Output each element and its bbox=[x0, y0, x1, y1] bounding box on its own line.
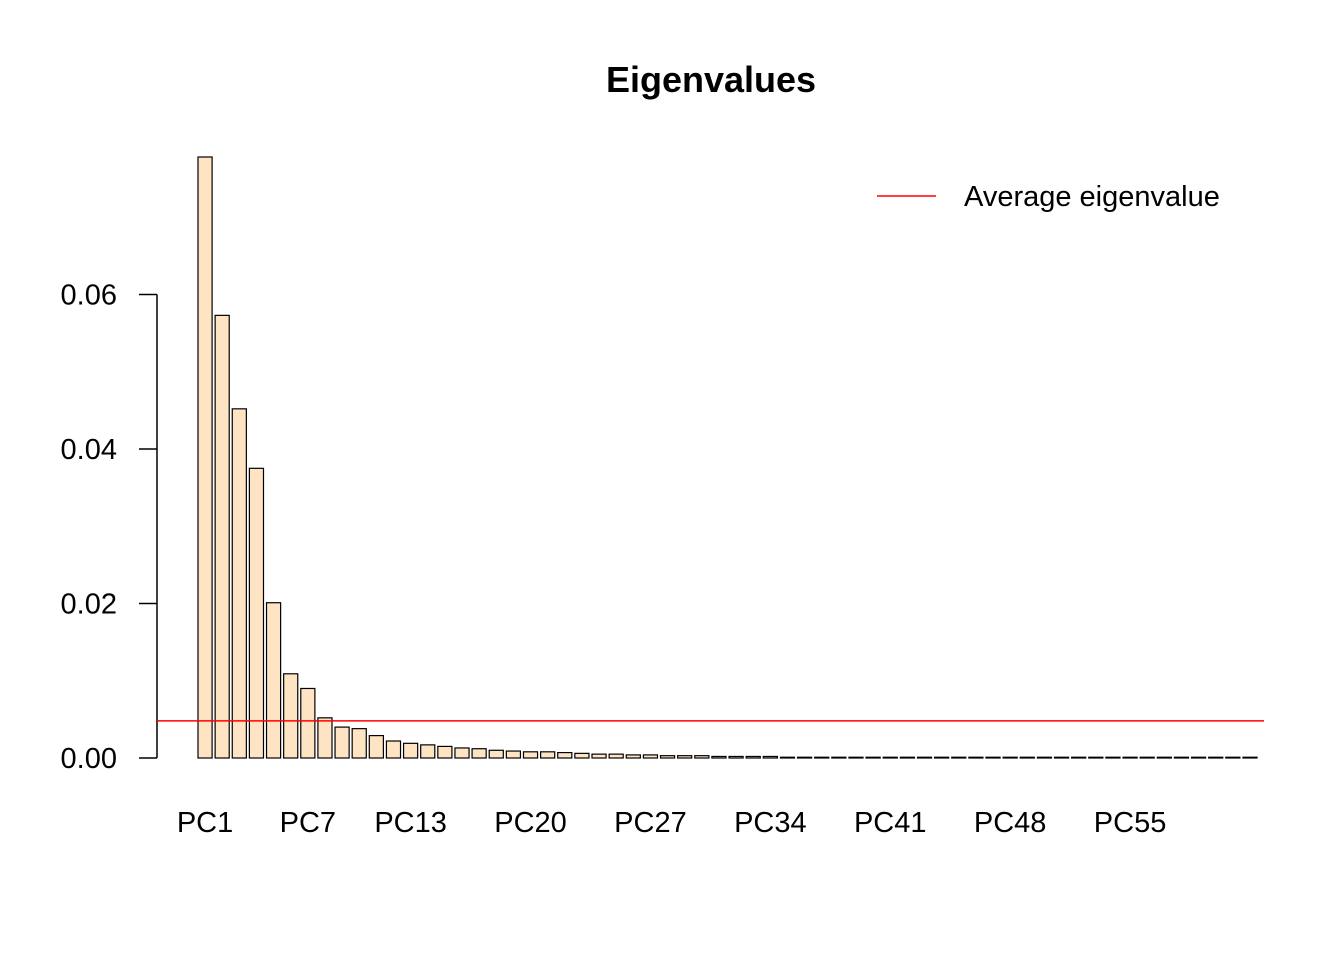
bar-pc1 bbox=[197, 156, 213, 759]
bar-pc18 bbox=[488, 749, 504, 759]
bar-pc61 bbox=[1225, 756, 1241, 759]
bar-pc17 bbox=[471, 748, 487, 759]
x-tick-label: PC1 bbox=[177, 807, 233, 839]
bar-pc41 bbox=[882, 756, 898, 759]
bar-pc4 bbox=[248, 467, 265, 759]
bar-pc59 bbox=[1190, 756, 1207, 759]
bar-pc51 bbox=[1053, 756, 1070, 759]
bar-pc10 bbox=[351, 728, 367, 759]
x-tick-label: PC20 bbox=[494, 807, 567, 839]
x-tick-label: PC55 bbox=[1094, 807, 1167, 839]
bar-pc7 bbox=[300, 687, 316, 759]
bar-pc58 bbox=[1173, 756, 1190, 759]
x-tick-label: PC41 bbox=[854, 807, 927, 839]
bar-pc60 bbox=[1208, 756, 1224, 759]
bar-pc53 bbox=[1088, 756, 1104, 759]
bar-pc6 bbox=[283, 673, 299, 759]
bar-pc54 bbox=[1105, 756, 1121, 759]
x-tick-label: PC13 bbox=[374, 807, 447, 839]
bar-pc45 bbox=[951, 756, 967, 759]
bar-pc23 bbox=[574, 752, 590, 759]
bar-pc13 bbox=[402, 742, 419, 759]
bar-pc12 bbox=[385, 740, 402, 759]
bar-pc32 bbox=[728, 755, 744, 759]
bar-pc20 bbox=[522, 751, 539, 759]
bar-pc8 bbox=[317, 717, 333, 759]
bar-pc25 bbox=[608, 753, 624, 759]
x-axis: PC1 PC7 PC13 PC20 PC27 PC34 PC41 PC48 PC55 bbox=[177, 807, 1167, 839]
x-tick-label: PC34 bbox=[734, 807, 807, 839]
bar-pc49 bbox=[1019, 756, 1035, 759]
y-tick-label: 0.00 bbox=[61, 743, 117, 775]
bar-pc52 bbox=[1071, 756, 1087, 759]
bar-pc21 bbox=[539, 751, 556, 759]
bar-pc24 bbox=[591, 753, 607, 759]
bars bbox=[197, 156, 1258, 759]
legend-label: Average eigenvalue bbox=[964, 181, 1220, 213]
legend: Average eigenvalue bbox=[877, 181, 1220, 213]
bar-pc42 bbox=[899, 756, 916, 759]
bar-pc55 bbox=[1122, 756, 1138, 759]
x-tick-label: PC27 bbox=[614, 807, 687, 839]
bar-pc36 bbox=[796, 756, 813, 759]
bar-pc44 bbox=[933, 756, 950, 759]
bar-pc26 bbox=[625, 754, 641, 759]
bar-pc35 bbox=[779, 756, 796, 759]
bar-pc40 bbox=[865, 756, 881, 759]
bar-pc43 bbox=[916, 756, 933, 759]
bar-pc3 bbox=[231, 408, 247, 759]
bar-pc19 bbox=[505, 750, 522, 759]
bar-pc50 bbox=[1036, 756, 1053, 759]
bar-pc9 bbox=[334, 726, 350, 759]
bar-pc62 bbox=[1242, 756, 1258, 759]
bar-pc57 bbox=[1156, 756, 1172, 759]
y-tick-label: 0.02 bbox=[61, 589, 117, 621]
bar-pc33 bbox=[745, 755, 761, 759]
y-tick-label: 0.04 bbox=[61, 434, 117, 466]
bar-pc34 bbox=[762, 755, 778, 759]
y-axis: 0.00 0.02 0.04 0.06 bbox=[61, 280, 158, 775]
bar-pc31 bbox=[711, 755, 727, 759]
bar-pc56 bbox=[1139, 756, 1155, 759]
bar-pc39 bbox=[848, 756, 864, 759]
x-tick-label: PC7 bbox=[280, 807, 336, 839]
chart-title: Eigenvalues bbox=[606, 59, 816, 100]
x-tick-label: PC48 bbox=[974, 807, 1047, 839]
bar-pc48 bbox=[1002, 756, 1018, 759]
y-tick-label: 0.06 bbox=[61, 280, 117, 312]
bar-pc15 bbox=[437, 745, 453, 759]
bar-pc5 bbox=[265, 602, 282, 759]
bar-pc37 bbox=[814, 756, 830, 759]
bar-pc47 bbox=[985, 756, 1001, 759]
bar-pc28 bbox=[659, 755, 676, 759]
bar-pc29 bbox=[677, 755, 693, 759]
bar-pc16 bbox=[454, 747, 470, 759]
bar-pc27 bbox=[642, 754, 659, 759]
bar-pc2 bbox=[214, 314, 230, 759]
bar-pc46 bbox=[968, 756, 984, 759]
bar-pc38 bbox=[831, 756, 847, 759]
bar-pc11 bbox=[368, 734, 384, 759]
bar-pc30 bbox=[694, 755, 710, 759]
bar-pc14 bbox=[420, 744, 436, 759]
bar-pc22 bbox=[557, 751, 573, 759]
